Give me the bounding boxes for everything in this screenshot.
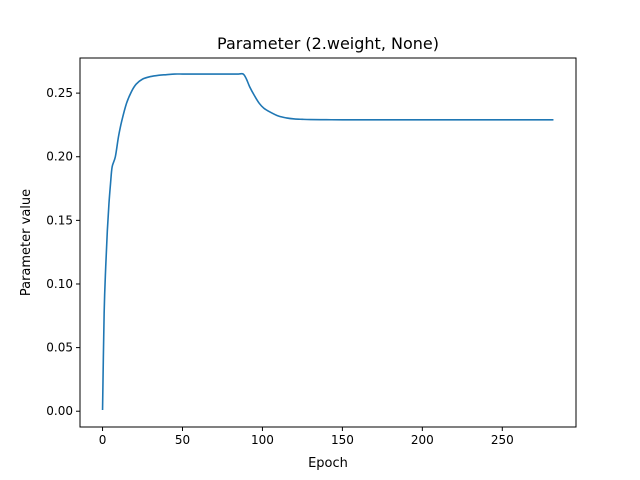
y-tick-label: 0.25 [46, 86, 73, 100]
x-tick-label: 100 [251, 433, 274, 447]
x-tick-label: 0 [99, 433, 107, 447]
y-tick-label: 0.15 [46, 213, 73, 227]
x-axis-label: Epoch [308, 456, 348, 471]
y-tick-label: 0.00 [46, 404, 73, 418]
x-tick-label: 250 [491, 433, 514, 447]
series-layer [101, 72, 554, 410]
y-tick-label: 0.20 [46, 150, 73, 164]
y-axis: 0.00 0.05 0.10 0.15 0.20 0.25 [46, 86, 80, 418]
x-tick-label: 50 [175, 433, 190, 447]
axes-frame [79, 57, 577, 428]
x-tick-label: 150 [331, 433, 354, 447]
x-tick-label: 200 [411, 433, 434, 447]
x-axis: 0 50 100 150 200 250 [99, 427, 514, 447]
series-line [101, 72, 554, 410]
y-axis-label: Parameter value [19, 189, 34, 296]
chart-title: Parameter (2.weight, None) [217, 34, 439, 53]
y-tick-label: 0.05 [46, 341, 73, 355]
y-tick-label: 0.10 [46, 277, 73, 291]
plot-area [79, 57, 577, 428]
